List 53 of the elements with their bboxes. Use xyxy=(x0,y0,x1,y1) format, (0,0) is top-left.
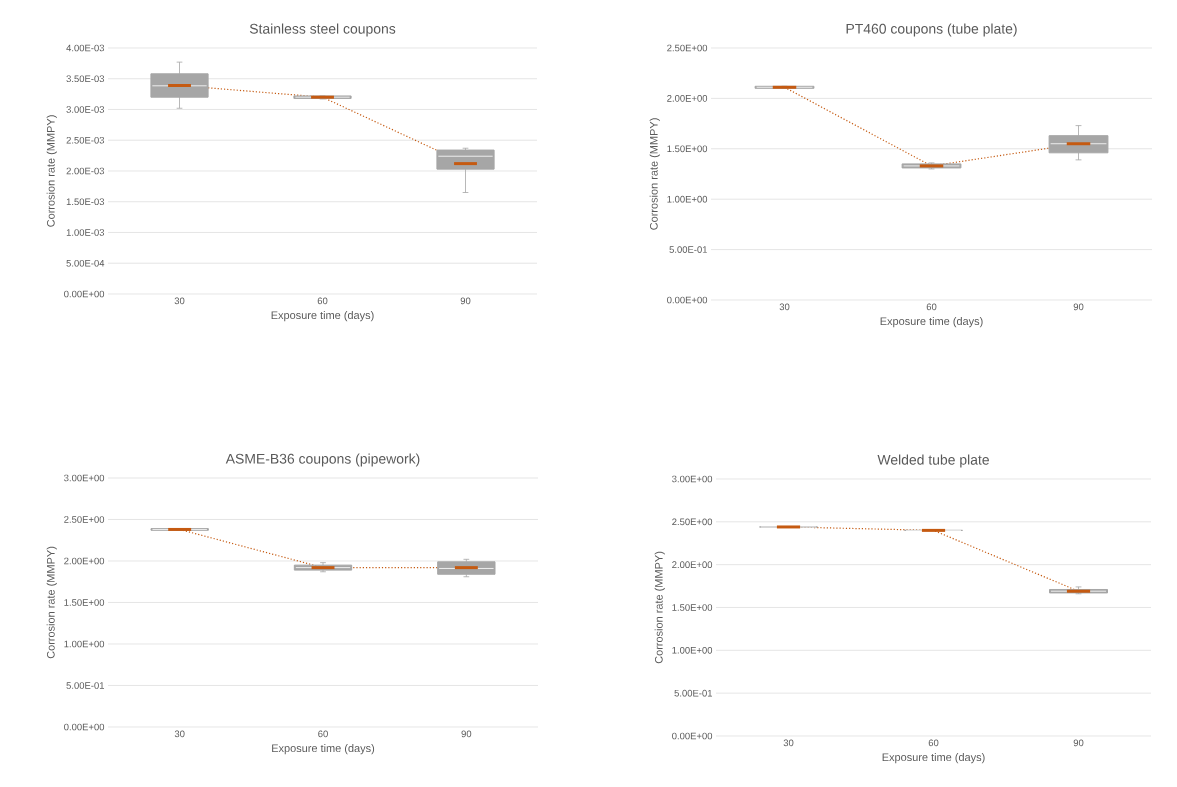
chart-title: PT460 coupons (tube plate) xyxy=(846,23,1017,37)
y-tick-label: 2.50E+00 xyxy=(64,516,105,523)
y-tick-label: 5.00E-04 xyxy=(66,259,105,267)
y-axis-title: Corrosion rate (MMPY) xyxy=(654,551,665,664)
chart-title: Stainless steel coupons xyxy=(249,23,396,37)
x-axis-title: Exposure time (days) xyxy=(882,753,985,764)
x-tick-label: 30 xyxy=(779,303,790,311)
y-tick-label: 1.00E-03 xyxy=(66,229,105,236)
y-tick-label: 3.00E+00 xyxy=(672,475,713,483)
y-axis-title: Corrosion rate (MMPY) xyxy=(46,115,57,227)
x-tick-label: 30 xyxy=(174,730,185,738)
y-tick-label: 0.00E+00 xyxy=(64,290,105,298)
y-tick-label: 1.00E+00 xyxy=(64,640,105,648)
x-axis-title: Exposure time (days) xyxy=(272,744,375,755)
y-tick-label: 1.00E+00 xyxy=(672,646,713,654)
y-tick-label: 0.00E+00 xyxy=(667,296,708,304)
y-tick-label: 1.50E-03 xyxy=(66,198,105,206)
y-tick-label: 5.00E-01 xyxy=(674,689,713,697)
x-tick-label: 90 xyxy=(460,297,471,305)
y-tick-label: 1.00E+00 xyxy=(667,195,708,203)
y-tick-label: 5.00E-01 xyxy=(669,246,708,253)
chart-title: ASME-B36 coupons (pipework) xyxy=(225,453,420,467)
x-tick-label: 60 xyxy=(317,297,328,305)
y-tick-label: 3.00E+00 xyxy=(64,474,105,482)
x-tick-label: 60 xyxy=(928,739,939,747)
x-tick-label: 90 xyxy=(1073,303,1084,311)
x-tick-label: 30 xyxy=(174,297,185,305)
y-tick-label: 0.00E+00 xyxy=(672,732,713,740)
y-tick-label: 0.00E+00 xyxy=(64,723,105,731)
y-tick-label: 3.50E-03 xyxy=(66,75,105,83)
y-tick-label: 2.00E+00 xyxy=(672,561,713,568)
x-tick-label: 90 xyxy=(1073,739,1084,747)
y-tick-label: 1.50E+00 xyxy=(672,604,713,611)
y-tick-label: 3.00E-03 xyxy=(66,106,105,113)
y-tick-label: 4.00E-03 xyxy=(66,44,105,52)
y-tick-label: 2.00E+00 xyxy=(64,557,105,565)
y-tick-label: 5.00E-01 xyxy=(66,682,105,689)
y-tick-label: 1.50E+00 xyxy=(64,599,105,606)
x-tick-label: 60 xyxy=(926,303,937,311)
x-axis-title: Exposure time (days) xyxy=(271,311,374,322)
y-axis-title: Corrosion rate (MMPY) xyxy=(46,546,57,659)
chart-title: Welded tube plate xyxy=(877,454,989,468)
x-tick-label: 90 xyxy=(461,730,472,738)
x-axis-title: Exposure time (days) xyxy=(880,317,983,328)
y-tick-label: 2.00E-03 xyxy=(66,167,105,175)
y-axis-title: Corrosion rate (MMPY) xyxy=(649,118,660,230)
y-tick-label: 1.50E+00 xyxy=(667,145,708,153)
y-tick-label: 2.50E-03 xyxy=(66,136,105,144)
y-tick-label: 2.00E+00 xyxy=(667,95,708,102)
y-tick-label: 2.50E+00 xyxy=(667,44,708,52)
x-tick-label: 30 xyxy=(783,739,794,747)
x-tick-label: 60 xyxy=(318,730,328,738)
y-tick-label: 2.50E+00 xyxy=(672,518,713,526)
